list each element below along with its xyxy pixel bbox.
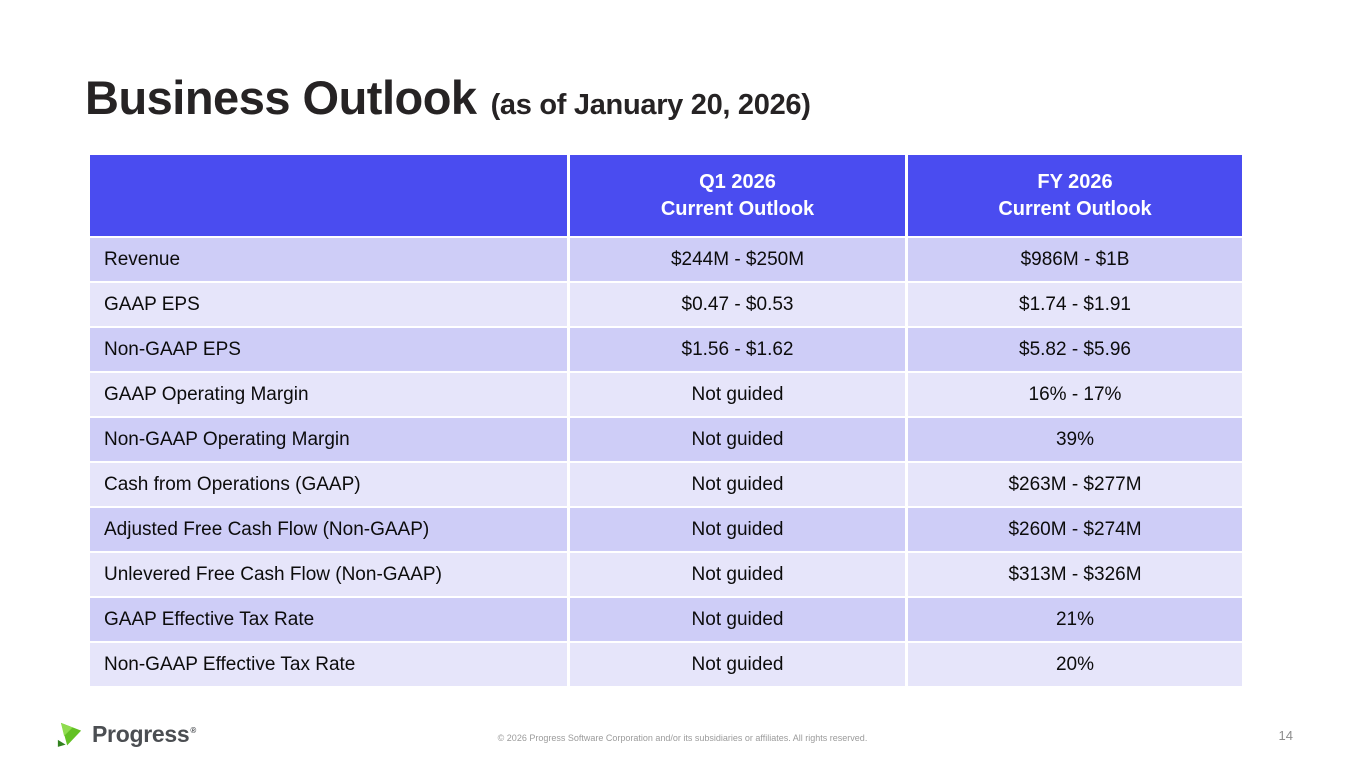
registered-trademark-mark: ® [190,726,196,736]
cell-gaap-effective-tax-rate-fy: 21% [908,598,1242,641]
page-number: 14 [1278,728,1293,743]
cell-gaap-operating-margin-q1: Not guided [570,373,905,416]
cell-cash-from-operations-q1: Not guided [570,463,905,506]
progress-wordmark: Progress® [92,721,196,747]
header-line: Q1 2026 [699,170,776,193]
header-line: Current Outlook [660,197,815,220]
cell-gaap-operating-margin-fy: 16% - 17% [908,373,1242,416]
cell-non-gaap-effective-tax-rate-q1: Not guided [570,643,905,686]
copyright-text: © 2026 Progress Software Corporation and… [497,733,868,743]
row-label-gaap-eps: GAAP EPS [90,283,567,326]
cell-non-gaap-operating-margin-fy: 39% [908,418,1242,461]
cell-unlevered-free-cash-flow-q1: Not guided [570,553,905,596]
progress-logo: Progress® [54,719,196,750]
table-header-q1-2026: Q1 2026 Current Outlook [570,155,905,236]
cell-revenue-q1: $244M - $250M [570,238,905,281]
page-title: Business Outlook (as of January 20, 2026… [85,70,811,125]
header-line: Current Outlook [998,197,1152,220]
header-line: FY 2026 [1037,170,1113,193]
title-text: Business Outlook [85,71,477,124]
cell-cash-from-operations-fy: $263M - $277M [908,463,1242,506]
business-outlook-table: Q1 2026 Current Outlook FY 2026 Current … [90,155,1242,686]
cell-gaap-eps-q1: $0.47 - $0.53 [570,283,905,326]
cell-non-gaap-operating-margin-q1: Not guided [570,418,905,461]
row-label-cash-from-operations: Cash from Operations (GAAP) [90,463,567,506]
cell-adjusted-free-cash-flow-fy: $260M - $274M [908,508,1242,551]
row-label-non-gaap-eps: Non-GAAP EPS [90,328,567,371]
row-label-non-gaap-effective-tax-rate: Non-GAAP Effective Tax Rate [90,643,567,686]
progress-logo-icon [57,722,82,747]
row-label-adjusted-free-cash-flow: Adjusted Free Cash Flow (Non-GAAP) [90,508,567,551]
cell-non-gaap-effective-tax-rate-fy: 20% [908,643,1242,686]
row-label-gaap-operating-margin: GAAP Operating Margin [90,373,567,416]
table-header-empty [90,155,567,236]
table-header-fy-2026: FY 2026 Current Outlook [908,155,1242,236]
title-subtitle: (as of January 20, 2026) [490,89,811,121]
row-label-unlevered-free-cash-flow: Unlevered Free Cash Flow (Non-GAAP) [90,553,567,596]
cell-non-gaap-eps-q1: $1.56 - $1.62 [570,328,905,371]
row-label-revenue: Revenue [90,238,567,281]
cell-non-gaap-eps-fy: $5.82 - $5.96 [908,328,1242,371]
cell-gaap-eps-fy: $1.74 - $1.91 [908,283,1242,326]
row-label-gaap-effective-tax-rate: GAAP Effective Tax Rate [90,598,567,641]
cell-adjusted-free-cash-flow-q1: Not guided [570,508,905,551]
cell-gaap-effective-tax-rate-q1: Not guided [570,598,905,641]
row-label-non-gaap-operating-margin: Non-GAAP Operating Margin [90,418,567,461]
cell-revenue-fy: $986M - $1B [908,238,1242,281]
cell-unlevered-free-cash-flow-fy: $313M - $326M [908,553,1242,596]
